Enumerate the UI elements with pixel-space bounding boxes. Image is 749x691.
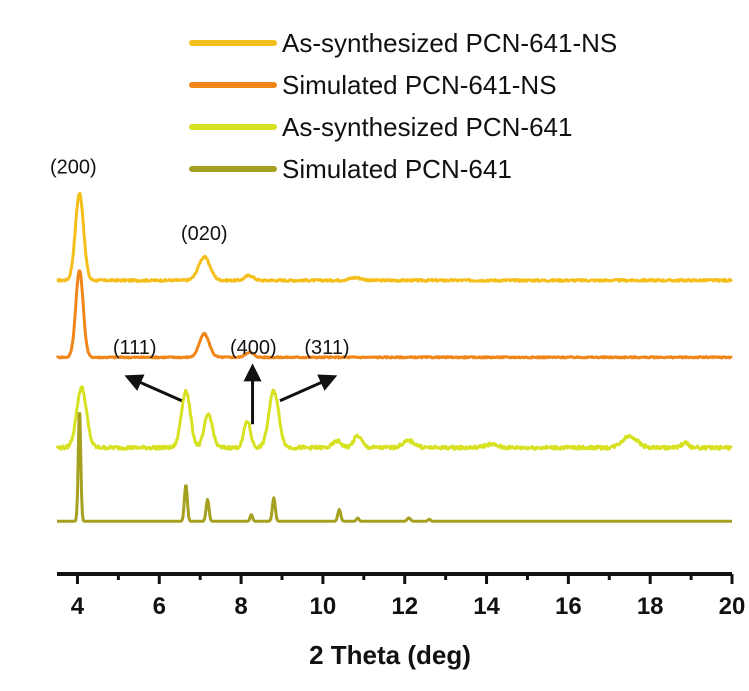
x-tick-label: 6 [153, 593, 166, 620]
x-tick-label: 18 [637, 593, 664, 620]
legend-label-4: Simulated PCN-641 [282, 154, 512, 184]
peak-label-5: (311) [304, 337, 349, 359]
x-tick-label: 14 [473, 593, 500, 620]
series-line-2 [55, 269, 733, 360]
series-line-3 [55, 385, 733, 451]
series-line-4 [56, 412, 733, 523]
peak-label-4: (400) [230, 337, 277, 359]
peak-label-2: (020) [181, 223, 228, 245]
x-tick-label: 4 [71, 593, 85, 620]
x-tick-label: 12 [391, 593, 418, 620]
x-axis-label: 2 Theta (deg) [309, 640, 471, 670]
x-axis: 4 6 8 10 12 14 16 18 20 [57, 572, 746, 620]
legend: As-synthesized PCN-641-NS Simulated PCN-6… [189, 28, 617, 184]
series-layer [55, 191, 733, 523]
annotation-arrow-1 [124, 374, 183, 403]
annotation-arrow-3 [279, 374, 338, 403]
x-tick-label: 10 [310, 593, 337, 620]
peak-annotations: (200) (020) (111) (400) (311) [50, 156, 350, 425]
x-tick-label: 8 [234, 593, 247, 620]
x-tick-label: 16 [555, 593, 582, 620]
legend-label-2: Simulated PCN-641-NS [282, 70, 557, 100]
peak-label-1: (200) [50, 156, 97, 178]
x-tick-label: 20 [719, 593, 746, 620]
legend-label-1: As-synthesized PCN-641-NS [282, 28, 617, 58]
peak-label-3: (111) [113, 337, 157, 359]
legend-label-3: As-synthesized PCN-641 [282, 112, 572, 142]
series-line-1 [56, 191, 733, 283]
